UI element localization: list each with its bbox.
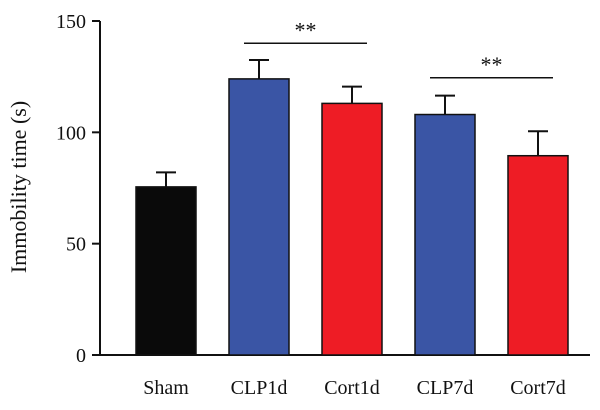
- bars: [135, 78, 569, 356]
- category-label: Cort7d: [510, 377, 566, 399]
- category-label: CLP1d: [231, 377, 288, 399]
- y-tick-label: 100: [56, 122, 86, 144]
- y-tick-label: 50: [66, 234, 86, 256]
- bar-clp7d: [414, 113, 476, 356]
- category-labels: Sham CLP1d Cort1d CLP7d Cort7d: [143, 377, 566, 399]
- bar-sham: [135, 186, 197, 356]
- bar-clp1d: [228, 78, 290, 356]
- significance-label: **: [481, 52, 503, 77]
- y-tick-label: 0: [76, 345, 86, 367]
- error-bars: [156, 58, 548, 187]
- category-label: Sham: [143, 377, 189, 399]
- y-tick-label: 150: [56, 11, 86, 33]
- bar-cort1d: [321, 102, 383, 356]
- significance-annotations: ** **: [244, 17, 553, 79]
- significance-label: **: [295, 17, 317, 42]
- category-label: Cort1d: [324, 377, 380, 399]
- y-ticks: 0 50 100 150: [56, 11, 100, 367]
- category-label: CLP7d: [417, 377, 474, 399]
- y-axis-label: Immobility time (s): [6, 101, 31, 273]
- bar-cort7d: [507, 154, 569, 356]
